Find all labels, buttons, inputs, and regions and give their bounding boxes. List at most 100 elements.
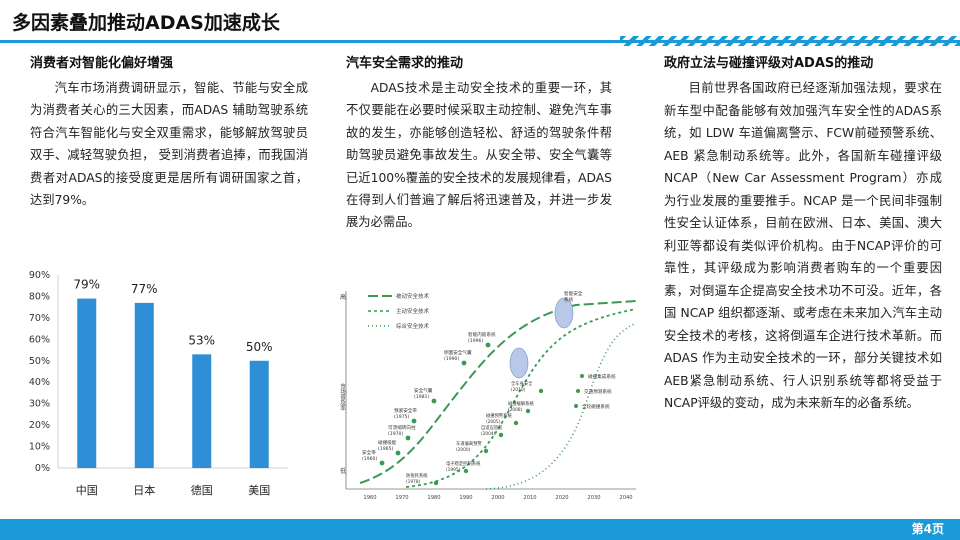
fig-passive-label: (1981): [414, 394, 429, 400]
fig-integrated-label: 交通预测系统: [584, 388, 612, 395]
fig-active-marker: [525, 408, 531, 414]
fig-y-high-label: 高: [340, 293, 346, 301]
footer-bar: 第4页: [0, 519, 960, 540]
y-tick-label: 50%: [29, 356, 50, 367]
safety-demand-heading: 汽车安全需求的推动: [346, 56, 464, 71]
fig-integrated-curve: [485, 322, 637, 490]
page-number: 第4页: [911, 522, 944, 536]
fig-passive-marker: [411, 418, 417, 424]
fig-active-marker: [463, 468, 469, 474]
fig-integrated-marker: [580, 374, 584, 378]
fig-legend-label: 主动安全技术: [396, 307, 430, 315]
fig-x-tick-label: 2040: [619, 495, 632, 501]
bar-chart-svg: 0% 10% 20% 30% 40% 50% 60% 70% 80% 90% 79% 中国 77% 日本 5…: [29, 270, 288, 497]
x-category-label: 日本: [133, 483, 155, 497]
x-category-label: 德国: [191, 483, 213, 497]
fig-passive-label: (1996): [468, 338, 483, 344]
fig-active-label: 碰撞缓解系统: [508, 400, 534, 407]
fig-integrated-label: 碰撞集成系统: [588, 373, 616, 380]
bar: [134, 302, 154, 468]
bar: [77, 298, 97, 468]
regulation-text: 目前世界各国政府已经逐渐加强法规，要求在新车型中配备能够有效加强汽车安全性的AD…: [664, 81, 942, 410]
fig-active-curve: [405, 308, 637, 488]
y-tick-label: 80%: [29, 291, 50, 302]
bar: [192, 354, 212, 468]
fig-passive-label: 安全气囊: [414, 387, 433, 394]
fig-passive-label: 碰撞吸能: [378, 439, 397, 446]
fig-transition-bubble: [509, 347, 529, 379]
fig-passive-marker: [431, 398, 437, 404]
y-tick-label: 40%: [29, 377, 50, 388]
safety-demand-text: ADAS技术是主动安全技术的重要一环，其不仅要能在必要时候采取主动控制、避免汽车…: [346, 81, 612, 230]
fig-active-label: (1978): [406, 479, 421, 485]
fig-active-marker: [498, 432, 504, 438]
fig-active-marker: [538, 388, 544, 394]
regulation-section: 政府立法与碰撞评级对ADAS的推动 目前世界各国政府已经逐渐加强法规，要求在新车…: [664, 52, 942, 415]
adas-acceptance-chart: 0% 10% 20% 30% 40% 50% 60% 70% 80% 90% 79% 中国 77% 日本 5…: [18, 262, 318, 502]
fig-integrated-label: 全轮碰撞系统: [582, 403, 610, 410]
bar-value-label: 79%: [73, 278, 100, 292]
fig-active-label: 自适应巡航: [481, 424, 503, 431]
fig-integrated-label: 系统: [564, 296, 574, 303]
safety-demand-section: 汽车安全需求的推动 ADAS技术是主动安全技术的重要一环，其不仅要能在必要时候采…: [346, 52, 612, 234]
y-tick-label: 30%: [29, 399, 50, 410]
fig-passive-marker: [405, 435, 411, 441]
bar-value-label: 77%: [131, 282, 158, 296]
fig-x-tick-label: 2030: [587, 495, 600, 501]
fig-legend-label: 被动安全技术: [396, 292, 430, 300]
fig-x-tick-label: 2010: [523, 495, 536, 501]
consumer-preference-section: 消费者对智能化偏好增强 汽车市场消费调研显示，智能、节能与安全成为消费者关心的三…: [30, 52, 308, 211]
fig-integrated-marker: [574, 404, 578, 408]
y-tick-label: 70%: [29, 313, 50, 324]
fig-passive-label: (1965): [378, 446, 393, 452]
x-category-label: 中国: [76, 484, 98, 497]
fig-passive-label: 预紧安全带: [394, 407, 417, 414]
fig-legend-label: 综合安全技术: [396, 322, 430, 330]
fig-passive-label: 可溃缩转向柱: [388, 424, 416, 431]
fig-active-marker: [483, 448, 489, 454]
bar: [249, 360, 269, 468]
y-tick-label: 10%: [29, 442, 50, 453]
safety-tech-development-figure: 高低市场普及率 被动安全技术 主动安全技术 综合安全技术 安全带 (1960) 碰撞吸能 (1…: [336, 283, 642, 505]
title-underline: [0, 40, 960, 43]
fig-passive-label: 侧面安全气囊: [444, 349, 472, 356]
fig-x-tick-label: 1990: [459, 495, 472, 501]
fig-passive-marker: [379, 460, 385, 466]
fig-passive-marker: [461, 360, 467, 366]
consumer-preference-heading: 消费者对智能化偏好增强: [30, 56, 174, 71]
fig-integrated-label: 智能安全: [564, 290, 583, 297]
fig-active-label: (2008): [508, 407, 523, 413]
x-category-label: 美国: [248, 484, 270, 497]
fig-passive-curve: [359, 300, 637, 484]
y-tick-label: 20%: [29, 420, 50, 431]
slide-title: 多因素叠加推动ADAS加速成长: [12, 12, 280, 34]
fig-passive-label: (1975): [394, 414, 409, 420]
safety-tech-curve-svg: 高低市场普及率被动安全技术主动安全技术综合安全技术安全带(1960)碰撞吸能(1…: [339, 290, 637, 501]
fig-y-axis-title: 市场普及率: [339, 382, 346, 412]
fig-x-tick-label: 1970: [395, 495, 408, 501]
fig-x-tick-label: 1960: [363, 495, 376, 501]
fig-x-tick-label: 2000: [491, 495, 504, 501]
fig-passive-label: (1960): [362, 456, 377, 462]
regulation-heading: 政府立法与碰撞评级对ADAS的推动: [664, 56, 874, 71]
fig-active-label: 电子稳定控制系统: [446, 460, 481, 467]
fig-active-marker: [433, 480, 439, 486]
fig-active-label: (2010): [511, 387, 526, 393]
bar-value-label: 50%: [246, 340, 273, 354]
fig-x-tick-label: 1980: [427, 495, 440, 501]
bar-value-label: 53%: [188, 333, 215, 347]
fig-active-label: 全车身安全: [511, 380, 533, 387]
fig-active-label: (1995): [446, 467, 461, 473]
fig-x-tick-label: 2020: [555, 495, 568, 501]
consumer-preference-text: 汽车市场消费调研显示，智能、节能与安全成为消费者关心的三大因素，而ADAS 辅助…: [30, 81, 308, 208]
fig-transition-bubble: [554, 297, 574, 329]
fig-passive-marker: [395, 450, 401, 456]
y-tick-label: 60%: [29, 334, 50, 345]
fig-active-label: (2000): [456, 447, 471, 453]
fig-active-label: 碰撞预警系统: [486, 412, 512, 419]
fig-integrated-marker: [576, 389, 580, 393]
fig-active-label: (2005): [486, 419, 501, 425]
fig-passive-label: 智能内嵌系统: [468, 331, 496, 338]
fig-active-label: 车道偏离预警: [456, 440, 482, 447]
fig-passive-label: (1990): [444, 356, 459, 362]
